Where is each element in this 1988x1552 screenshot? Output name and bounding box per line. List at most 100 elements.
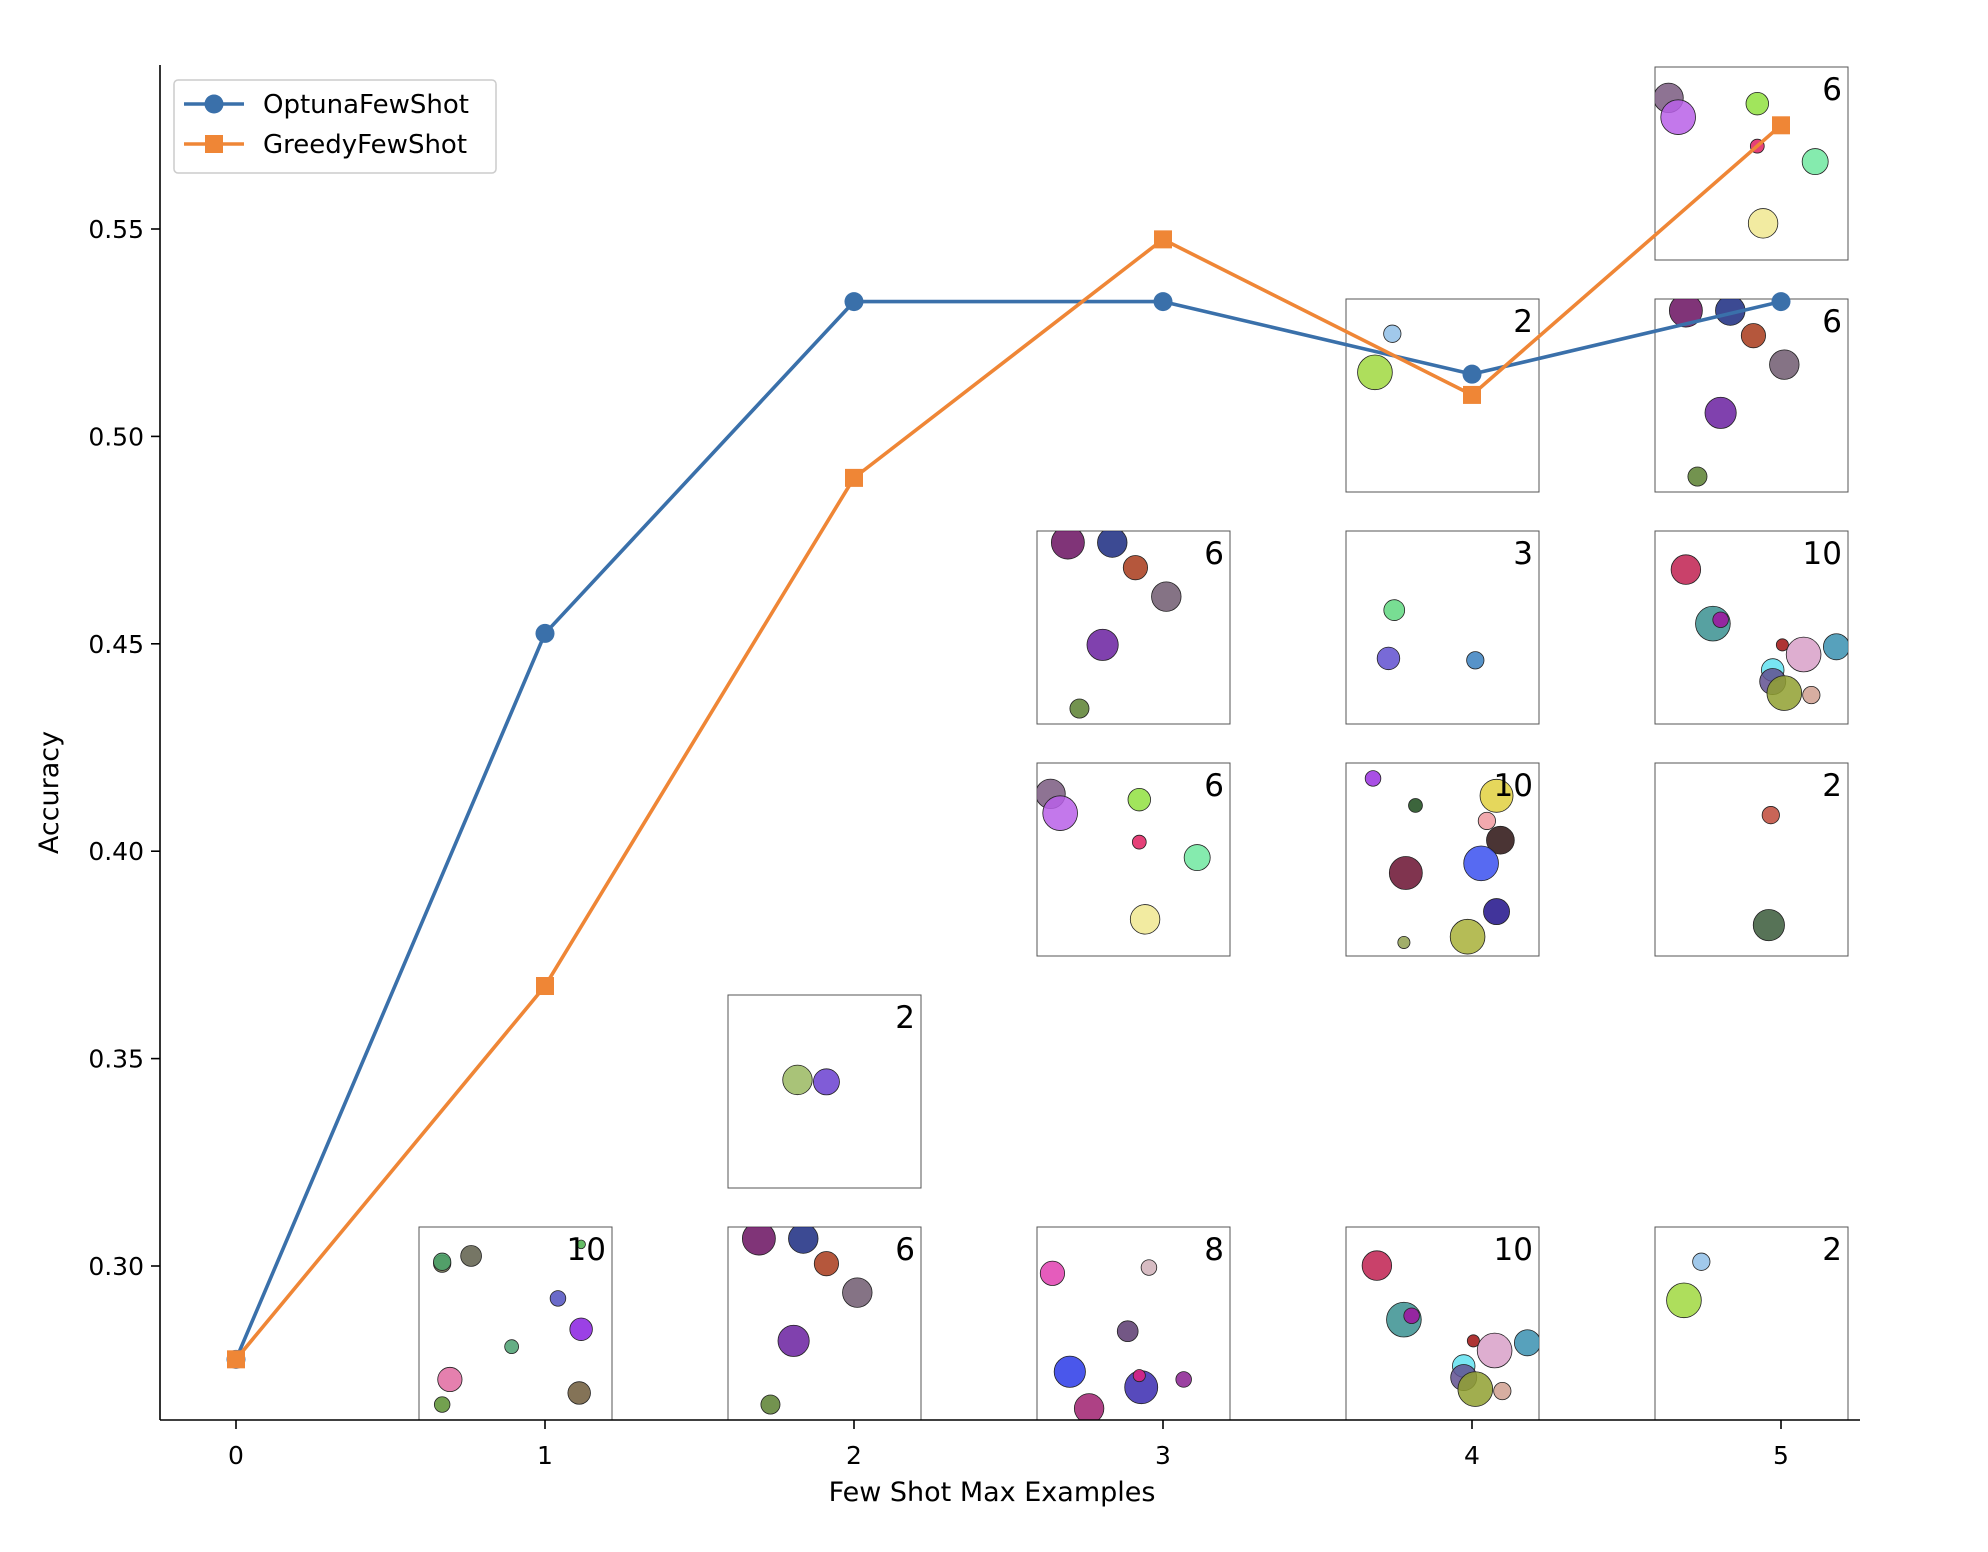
inset-panel: 3: [1345, 530, 1540, 725]
data-point: [227, 1350, 245, 1369]
inset-panel: 6: [727, 1226, 922, 1421]
y-tick-label: 0.55: [88, 215, 144, 244]
inset-circle: [1712, 611, 1729, 628]
inset-panel: 6: [1036, 762, 1231, 957]
inset-frame: [1345, 530, 1540, 725]
legend-marker: [204, 94, 224, 114]
inset-circle: [1785, 636, 1822, 673]
inset-circle: [1042, 795, 1078, 831]
data-point: [535, 623, 555, 643]
data-point: [844, 292, 864, 312]
inset-circle: [1666, 1282, 1702, 1319]
inset-circle: [1175, 1371, 1192, 1388]
x-tick-label: 0: [228, 1441, 244, 1470]
inset-circle: [1388, 856, 1423, 890]
inset-circle: [1668, 299, 1703, 328]
inset-circle: [1687, 466, 1708, 487]
inset-circle: [569, 1317, 593, 1341]
inset-circle: [813, 1068, 840, 1096]
inset-circle: [1483, 898, 1510, 926]
inset-circle: [1801, 148, 1829, 175]
y-tick-label: 0.50: [88, 422, 144, 451]
inset-count-label: 6: [1822, 304, 1842, 340]
inset-circle: [1073, 1393, 1105, 1420]
inset-circle: [1097, 531, 1128, 558]
inset-count-label: 10: [1494, 768, 1533, 804]
inset-circle: [842, 1277, 873, 1308]
inset-circle: [1752, 909, 1785, 942]
inset-frame: [1654, 1226, 1849, 1421]
inset-circle: [760, 1394, 781, 1415]
inset-panel: 2: [727, 994, 922, 1189]
inset-circle: [437, 1366, 463, 1393]
y-tick-label: 0.45: [88, 630, 144, 659]
inset-circle: [813, 1251, 839, 1277]
inset-circle: [1131, 834, 1147, 850]
inset-circle: [1127, 787, 1151, 812]
inset-panel: 2: [1654, 762, 1849, 957]
inset-circle: [1039, 1260, 1065, 1286]
data-point: [1771, 292, 1791, 312]
inset-circle: [1513, 1329, 1539, 1357]
inset-circle: [433, 1252, 452, 1271]
inset-circle: [1486, 825, 1515, 855]
inset-count-label: 3: [1513, 536, 1533, 572]
inset-panel: 6: [1036, 530, 1231, 725]
inset-circle: [460, 1245, 482, 1267]
legend-box: [173, 79, 497, 174]
inset-count-label: 8: [1204, 1232, 1224, 1268]
inset-circle: [1053, 1355, 1086, 1388]
inset-count-label: 10: [567, 1232, 606, 1268]
inset-count-label: 6: [1204, 768, 1224, 804]
inset-count-label: 2: [1822, 1232, 1842, 1268]
inset-circle: [549, 1290, 567, 1307]
inset-panel: 6: [1654, 66, 1849, 261]
inset-circle: [1069, 698, 1090, 719]
x-tick-label: 1: [537, 1441, 553, 1470]
x-tick-label: 4: [1464, 1441, 1480, 1470]
inset-circle: [1745, 91, 1769, 116]
inset-circle: [1361, 1250, 1393, 1281]
inset-panel: 10: [1345, 1226, 1540, 1421]
inset-count-label: 6: [1822, 72, 1842, 108]
x-tick-label: 5: [1773, 1441, 1789, 1470]
inset-frame: [1345, 298, 1540, 493]
inset-circle: [1692, 1252, 1711, 1271]
inset-circle: [782, 1064, 813, 1096]
inset-circle: [1822, 633, 1848, 661]
data-point: [536, 977, 554, 996]
data-point: [845, 468, 863, 487]
y-tick-label: 0.40: [88, 837, 144, 866]
inset-circle: [1376, 646, 1401, 671]
inset-circle: [1466, 1334, 1480, 1348]
inset-panel: 10: [1345, 762, 1540, 957]
inset-circle: [1383, 599, 1406, 621]
inset-circle: [1140, 1259, 1158, 1276]
x-tick-label: 2: [846, 1441, 862, 1470]
inset-circle: [1476, 1332, 1513, 1369]
inset-circle: [1122, 555, 1148, 581]
series-layer: [226, 116, 1791, 1369]
inset-circle: [1132, 1369, 1146, 1383]
legend: OptunaFewShot GreedyFewShot: [173, 79, 497, 174]
axes: [159, 65, 1860, 1421]
inset-circle: [1463, 845, 1499, 882]
inset-circle: [1740, 323, 1766, 349]
inset-circle: [1383, 324, 1402, 343]
inset-circle: [1670, 554, 1702, 585]
series-line-GreedyFewShot: [234, 123, 1783, 1361]
inset-circle: [1466, 651, 1485, 670]
inset-panel: 2: [1345, 298, 1540, 493]
inset-circle: [567, 1381, 591, 1405]
inset-circle: [1761, 806, 1780, 825]
inset-circle: [1660, 99, 1696, 135]
x-tick-label: 3: [1155, 1441, 1171, 1470]
inset-count-label: 6: [895, 1232, 915, 1268]
inset-count-label: 2: [1822, 768, 1842, 804]
data-point: [1154, 230, 1172, 249]
inset-circle: [433, 1396, 451, 1413]
inset-circle: [1493, 1381, 1512, 1401]
y-tick-label: 0.30: [88, 1252, 144, 1281]
ticks: 0 1 2 3 4 5 0.30 0.35 0.40 0.45 0.50 0.55: [88, 215, 1789, 1470]
